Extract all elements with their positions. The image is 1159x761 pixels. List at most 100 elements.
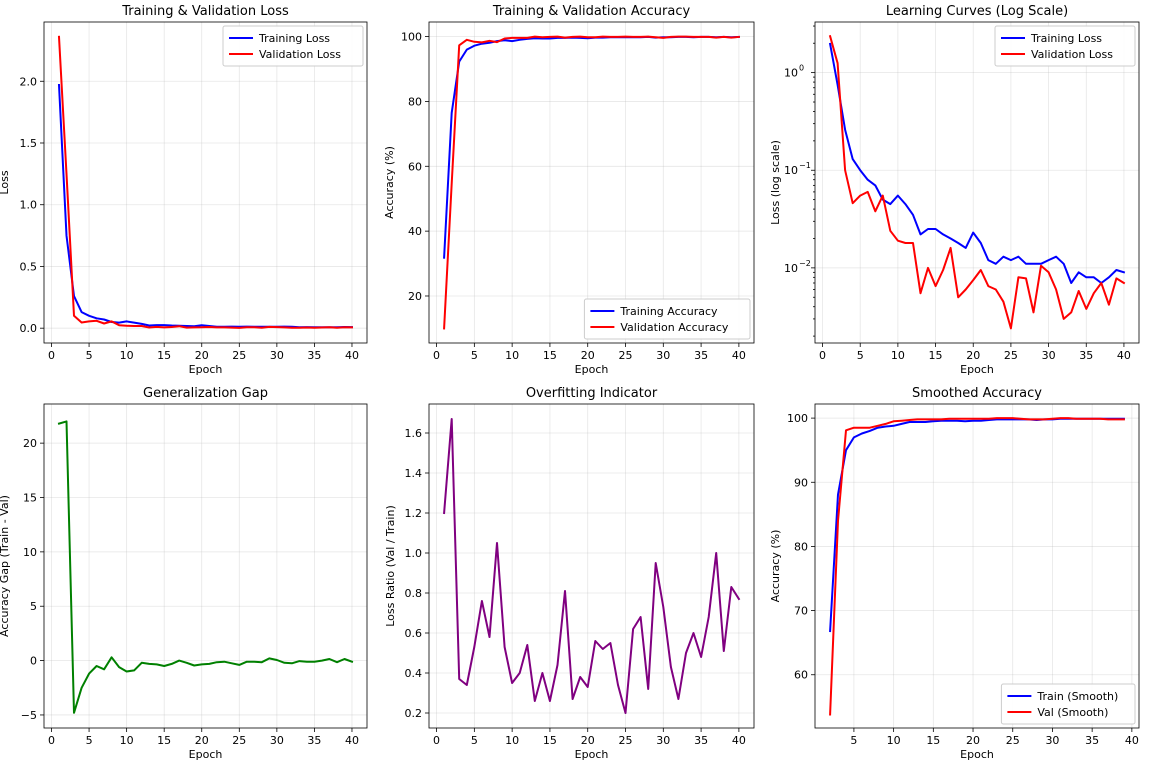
y-tick-label: 40 [408,225,422,238]
x-tick-label: 30 [656,734,670,747]
x-tick-label: 5 [857,349,864,362]
series-training-accuracy-line [443,35,740,259]
panel-p6: 5 10 15 20 25 30 35 40 60 70 80 90 100 Smoothed Accur… [769,386,1140,761]
x-tick-label: 20 [966,734,980,747]
y-tick-label: 0.2 [405,707,423,720]
x-tick-label: 0 [819,349,826,362]
axes-frame [43,21,368,344]
x-tick-label: 5 [86,734,93,747]
x-axis-label: Epoch [575,748,609,761]
x-tick-label: 40 [732,349,746,362]
x-tick-label: 20 [966,349,980,362]
x-tick-label: 25 [232,734,246,747]
panel-title: Generalization Gap [143,386,268,401]
y-tick-label: 10 [23,546,37,559]
y-tick-label: 0.8 [405,587,423,600]
y-tick-label: 80 [408,95,422,108]
y-tick-label: 1.6 [405,427,423,440]
legend: Training Loss Validation Loss [222,25,364,67]
legend-label-validation-loss: Validation Loss [1031,48,1113,61]
y-tick-label: 10 [784,67,798,80]
x-tick-label: 5 [471,349,478,362]
x-tick-label: 25 [1004,349,1018,362]
panel-p2: 0 5 10 15 20 25 30 35 40 20 40 60 80 100 Training & Va… [383,4,755,376]
x-tick-label: 15 [543,734,557,747]
x-tick-label: 40 [1125,734,1139,747]
y-tick-label: 60 [408,160,422,173]
x-tick-label: 10 [120,734,134,747]
y-tick-label: 1.2 [405,507,423,520]
x-axis-label: Epoch [189,748,223,761]
y-axis-label: Loss Ratio (Val / Train) [384,505,397,627]
y-tick-label: 80 [794,540,808,553]
x-tick-label: 20 [195,734,209,747]
series-val-smooth-line [829,417,1125,716]
axes-frame [428,403,755,729]
x-tick-label: 0 [48,734,55,747]
x-tick-label: 10 [891,349,905,362]
y-tick-label: −5 [21,709,37,722]
legend-label-val-smooth: Val (Smooth) [1037,706,1108,719]
x-tick-label: 25 [1006,734,1020,747]
x-tick-label: 5 [471,734,478,747]
y-tick-label: 5 [30,600,37,613]
series-validation-loss-line [57,35,354,329]
y-tick-label: 0.5 [20,260,38,273]
x-tick-label: 10 [505,734,519,747]
x-tick-label: 0 [433,349,440,362]
y-tick-label: 1.0 [405,547,423,560]
x-tick-label: 15 [157,734,171,747]
x-axis-label: Epoch [960,748,994,761]
y-tick-label: 0.0 [20,322,38,335]
x-tick-label: 10 [120,349,134,362]
legend: Training Loss Validation Loss [994,25,1136,67]
panel-p4: 0 5 10 15 20 25 30 35 40 −5 0 5 10 15 20 Generalization… [0,386,368,761]
y-tick-label: 1.5 [20,137,38,150]
y-axis-label: Accuracy (%) [383,146,396,219]
legend-label-train-smooth: Train (Smooth) [1036,690,1118,703]
axes-frame [814,21,1140,344]
panel-p1: 0 5 10 15 20 25 30 35 40 0.0 0.5 1.0 1.5 2.0 Training … [0,4,368,376]
series-training-loss-line [57,83,354,329]
y-tick-label: 1.4 [405,467,423,480]
y-tick-label: 2.0 [20,75,38,88]
x-tick-label: 35 [1085,734,1099,747]
x-axis-label: Epoch [189,363,223,376]
y-tick-label: 100 [787,412,808,425]
y-tick-label: 1.0 [20,199,38,212]
x-tick-label: 30 [270,734,284,747]
series-validation-accuracy-line [443,35,740,330]
y-tick-label: 20 [23,437,37,450]
panel-p5: 0 5 10 15 20 25 30 35 40 0.2 0.4 0.6 0.8 1.0 1.2 1.4 1.6… [384,386,755,761]
y-axis-label: Accuracy (%) [769,530,782,603]
x-axis-label: Epoch [575,363,609,376]
y-tick-label: 0.6 [405,627,423,640]
x-tick-label: 25 [619,349,633,362]
y-tick-label: 90 [794,476,808,489]
x-tick-label: 30 [1045,734,1059,747]
legend-frame [222,25,364,67]
x-tick-label: 30 [270,349,284,362]
x-tick-label: 30 [656,349,670,362]
x-tick-label: 35 [694,349,708,362]
x-tick-label: 35 [1079,349,1093,362]
x-tick-label: 35 [307,349,321,362]
x-tick-label: 0 [48,349,55,362]
x-tick-label: 25 [232,349,246,362]
legend: Train (Smooth) Val (Smooth) [1000,683,1136,725]
panel-title: Overfitting Indicator [526,386,658,401]
y-axis-label: Accuracy Gap (Train - Val) [0,495,11,637]
panel-title: Training & Validation Accuracy [492,4,691,19]
legend-frame [1000,683,1136,725]
x-tick-label: 15 [926,734,940,747]
y-tick-label: 0.4 [405,667,423,680]
legend-label-validation-accuracy: Validation Accuracy [620,321,729,334]
y-tick-label: 10 [784,262,798,275]
series-ratio-line [443,418,741,714]
x-tick-label: 10 [505,349,519,362]
x-tick-label: 15 [157,349,171,362]
x-tick-label: 0 [433,734,440,747]
legend-frame [583,298,751,340]
